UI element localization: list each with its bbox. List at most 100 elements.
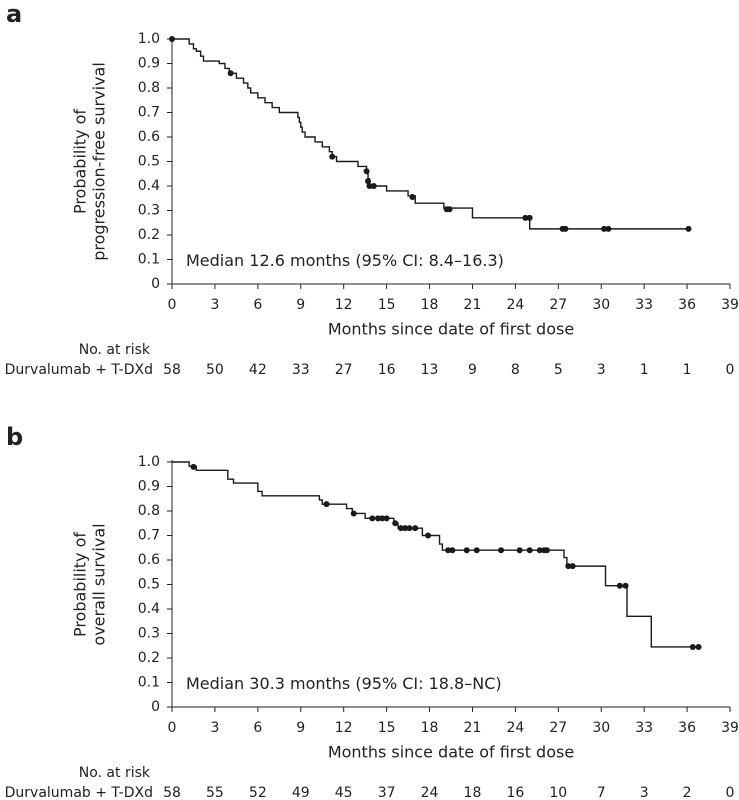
risk-count: 58 xyxy=(163,362,181,378)
y-tick-label: 0.9 xyxy=(138,56,160,72)
x-axis-label: Months since date of first dose xyxy=(328,320,574,339)
x-tick-label: 3 xyxy=(210,720,219,736)
risk-count: 33 xyxy=(292,362,310,378)
censor-mark xyxy=(392,520,399,527)
y-tick-label: 0.5 xyxy=(138,154,160,170)
x-tick-label: 18 xyxy=(421,720,439,736)
censor-mark xyxy=(425,532,432,539)
censor-mark xyxy=(329,153,336,160)
y-tick-label: 0.5 xyxy=(138,577,160,593)
y-tick-label: 0.3 xyxy=(138,203,160,219)
risk-count: 3 xyxy=(597,362,606,378)
censor-mark xyxy=(522,214,529,221)
risk-table-title: No. at risk xyxy=(79,765,151,781)
x-tick-label: 24 xyxy=(506,297,524,313)
censor-mark xyxy=(366,183,373,189)
risk-count: 42 xyxy=(249,362,267,378)
km-panel: a00.10.20.30.40.50.60.70.80.91.00 3 6 9 12 15… xyxy=(5,0,739,378)
risk-count: 45 xyxy=(335,785,353,800)
censor-mark xyxy=(526,547,533,554)
risk-count: 5 xyxy=(554,362,563,378)
y-tick-label: 0.1 xyxy=(138,675,160,691)
y-tick-label: 0 xyxy=(151,699,160,715)
risk-count: 27 xyxy=(335,362,353,378)
x-axis-label: Months since date of first dose xyxy=(328,743,574,762)
survival-curve xyxy=(172,461,699,648)
risk-count: 16 xyxy=(378,362,396,378)
y-tick-label: 0.1 xyxy=(138,252,160,268)
y-axis-label: Probability ofoverall survival xyxy=(70,523,108,645)
x-tick-label: 24 xyxy=(506,720,524,736)
annotation: Median 30.3 months (95% CI: 18.8–NC) xyxy=(186,674,502,693)
x-tick-label: 12 xyxy=(335,297,353,313)
x-tick-label: 27 xyxy=(549,720,567,736)
censor-mark xyxy=(383,515,390,522)
risk-count: 13 xyxy=(421,362,439,378)
panel-label: b xyxy=(6,423,23,451)
x-tick-label: 33 xyxy=(635,720,653,736)
censor-mark xyxy=(406,525,413,532)
x-tick-label: 21 xyxy=(464,720,482,736)
risk-count: 1 xyxy=(640,362,649,378)
y-tick-label: 0.4 xyxy=(138,601,160,617)
censor-mark xyxy=(397,525,404,532)
y-tick-label: 0.8 xyxy=(138,503,160,519)
censor-mark xyxy=(190,463,197,470)
risk-count: 52 xyxy=(249,785,267,800)
y-tick-label: 1.0 xyxy=(138,31,160,47)
x-tick-label: 39 xyxy=(721,720,739,736)
x-tick-label: 9 xyxy=(296,720,305,736)
y-axis-label-line: Probability of xyxy=(70,109,89,214)
censor-mark xyxy=(516,547,523,554)
y-tick-label: 0.6 xyxy=(138,552,160,568)
censor-mark xyxy=(622,582,629,589)
x-tick-label: 36 xyxy=(678,720,696,736)
censor-mark xyxy=(402,525,409,532)
censor-mark xyxy=(689,643,696,650)
censor-mark xyxy=(375,515,382,522)
y-tick-label: 0.7 xyxy=(138,105,160,121)
y-tick-label: 0.3 xyxy=(138,626,160,642)
x-tick-label: 33 xyxy=(635,297,653,313)
risk-count: 0 xyxy=(726,785,735,800)
risk-count: 0 xyxy=(726,362,735,378)
censor-mark xyxy=(370,183,377,189)
censor-mark xyxy=(543,547,550,554)
censor-mark xyxy=(562,225,569,232)
censor-mark xyxy=(412,525,419,532)
risk-table-title: No. at risk xyxy=(79,342,151,358)
y-tick-label: 0.2 xyxy=(138,650,160,666)
y-axis-label-line: Probability of xyxy=(70,532,89,637)
y-tick-label: 0.8 xyxy=(138,80,160,96)
censor-mark xyxy=(498,547,505,554)
y-tick-label: 1.0 xyxy=(138,454,160,470)
x-tick-label: 36 xyxy=(678,297,696,313)
survival-curve xyxy=(172,38,689,230)
x-tick-label: 15 xyxy=(378,720,396,736)
x-tick-label: 12 xyxy=(335,720,353,736)
risk-count: 37 xyxy=(378,785,396,800)
censor-mark xyxy=(536,547,543,554)
censor-mark xyxy=(365,178,372,185)
x-tick-label: 39 xyxy=(721,297,739,313)
y-tick-label: 0.2 xyxy=(138,227,160,243)
censor-mark xyxy=(565,563,572,570)
x-tick-label: 0 xyxy=(168,720,177,736)
y-tick-label: 0.7 xyxy=(138,528,160,544)
censor-mark xyxy=(350,510,357,517)
annotation: Median 12.6 months (95% CI: 8.4–16.3) xyxy=(186,251,504,270)
risk-count: 7 xyxy=(597,785,606,800)
censor-mark xyxy=(363,168,370,175)
y-axis-label-line: progression-free survival xyxy=(89,62,108,261)
censor-mark xyxy=(446,206,453,213)
censor-mark xyxy=(526,214,533,221)
risk-table-label: Durvalumab + T-DXd xyxy=(5,362,153,378)
risk-count: 1 xyxy=(683,362,692,378)
censor-mark xyxy=(685,225,692,232)
panel-label: a xyxy=(6,0,22,28)
censor-mark xyxy=(569,563,576,570)
risk-count: 9 xyxy=(468,362,477,378)
x-tick-label: 6 xyxy=(253,297,262,313)
risk-count: 16 xyxy=(506,785,524,800)
